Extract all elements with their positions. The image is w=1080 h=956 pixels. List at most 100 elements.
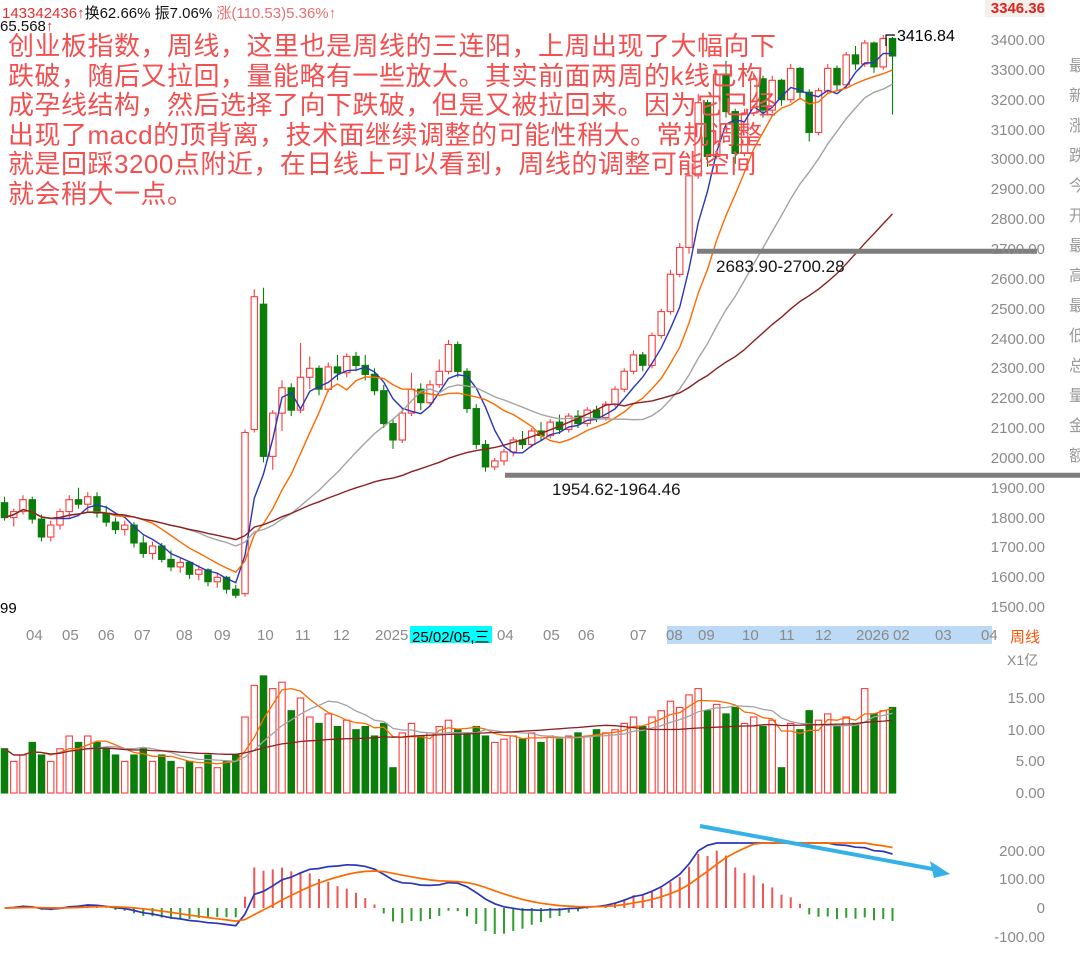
ma-line [4,842,893,922]
x-axis-label: 09 [214,627,231,644]
volume-bar [759,725,767,794]
crosshair-date-tooltip: 25/02/05,三 [410,626,492,646]
candle-body [833,67,841,86]
volume-value: 143342436↑ [2,5,85,22]
candle-body [509,439,518,453]
x-axis-label: 07 [134,627,151,644]
candle-body [444,343,453,372]
clipped-char: 总 [1069,358,1080,375]
candle-body [685,175,693,248]
x-axis-label: 06 [578,627,595,644]
clipped-char: 跌 [1069,148,1080,165]
price-axis-tick: 1500.00 [990,599,1045,617]
amplitude-value: 振7.06% [154,5,213,22]
candle-body [139,542,148,554]
candle-body [370,373,379,392]
volume-bar [814,719,823,794]
candle-body [768,79,776,111]
volume-bar [491,741,499,794]
candle-body [74,499,83,505]
volume-bar [694,688,702,794]
ma-line [4,700,893,763]
volume-bar [823,713,832,794]
volume-bar [37,754,46,794]
volume-bar [65,735,73,794]
volume-axis-tick: 10.00 [1007,721,1045,739]
volume-bar [805,710,813,794]
x-axis-label: 05 [543,627,560,644]
secondary-quote-value: 65.568↑ [0,18,54,35]
candle-body [657,311,665,337]
quote-info-bar: 143342436↑换62.66% 振7.06% 涨(110.53)5.36%↑ [2,2,336,23]
candle-body [888,37,897,57]
candle-body [583,409,591,425]
x-axis-label: 12 [333,627,350,644]
volume-bar [592,729,601,794]
volume-bar [250,684,259,794]
x-axis-label: 08 [176,627,193,644]
clipped-char: 量 [1069,388,1080,405]
volume-bar [675,706,684,794]
price-axis-tick: 2200.00 [990,390,1045,408]
candle-body [28,499,37,520]
volume-bar [703,710,712,794]
volume-bar [167,760,175,794]
period-label[interactable]: 周线 [1010,629,1041,646]
volume-bar [417,735,425,794]
clipped-char: 最 [1069,238,1080,255]
candle-body [65,499,73,513]
volume-bar [842,716,850,794]
volume-bar [629,716,638,794]
volume-bar [306,716,314,794]
volume-bar [454,729,462,794]
macd-axis-tick: 0 [1036,900,1045,917]
price-axis-tick: 3200.00 [990,91,1045,109]
macd-axis-tick: 200.00 [999,842,1045,860]
volume-bar [564,735,573,794]
candle-body [694,102,702,177]
volume-bar [444,719,453,794]
price-axis-tick: 3400.00 [990,32,1045,49]
volume-axis-tick: 0.00 [1015,785,1045,802]
volume-bar [389,767,397,794]
candle-body [389,423,397,441]
candle-body [167,558,175,568]
volume-bar [130,754,138,794]
candle-body [0,502,9,519]
candle-body [222,576,231,590]
ma-line [4,842,893,927]
candle-body [250,296,259,431]
candle-body [241,431,249,595]
price-axis-tick: 2100.00 [990,420,1045,438]
clipped-char: 高 [1069,268,1080,285]
turnover-rate: 换62.66% [84,5,151,22]
candle-body [259,303,268,457]
price-axis-tick: 2900.00 [990,181,1045,199]
candle-body [842,54,850,86]
candle-body [491,460,499,468]
volume-bar [870,713,878,794]
x-axis-label: 06 [98,627,115,644]
price-axis-tick: 2300.00 [990,360,1045,378]
zone-range-label: 1954.62-1964.46 [552,480,681,499]
candle-body [361,364,370,375]
volume-bar [324,713,333,794]
volume-bar [407,722,416,794]
volume-bar [712,703,721,794]
volume-bar [601,732,610,794]
volume-bar [204,754,212,794]
candle-body [417,388,425,404]
candle-body [380,390,388,425]
volume-bar [232,754,240,794]
candle-body [83,496,92,505]
x-axis-label: 12 [815,627,832,644]
candle-body [805,91,813,134]
ma-line [4,69,893,574]
volume-bar [56,748,64,794]
volume-bar [537,741,545,794]
price-axis-tick: 1900.00 [990,479,1045,497]
candle-body [306,367,314,378]
candle-body [777,79,786,101]
